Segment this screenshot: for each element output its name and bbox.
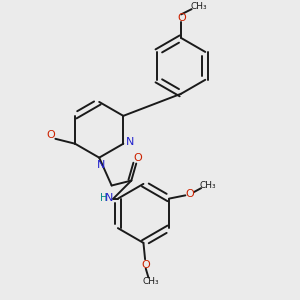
Text: CH₃: CH₃	[191, 2, 208, 11]
Text: CH₃: CH₃	[200, 181, 216, 190]
Text: O: O	[141, 260, 150, 269]
Text: O: O	[134, 153, 142, 163]
Text: N: N	[126, 137, 135, 147]
Text: H: H	[100, 193, 108, 202]
Text: O: O	[46, 130, 55, 140]
Text: O: O	[178, 13, 187, 23]
Text: O: O	[186, 189, 194, 199]
Text: N: N	[105, 193, 113, 202]
Text: N: N	[97, 160, 105, 170]
Text: CH₃: CH₃	[143, 277, 159, 286]
